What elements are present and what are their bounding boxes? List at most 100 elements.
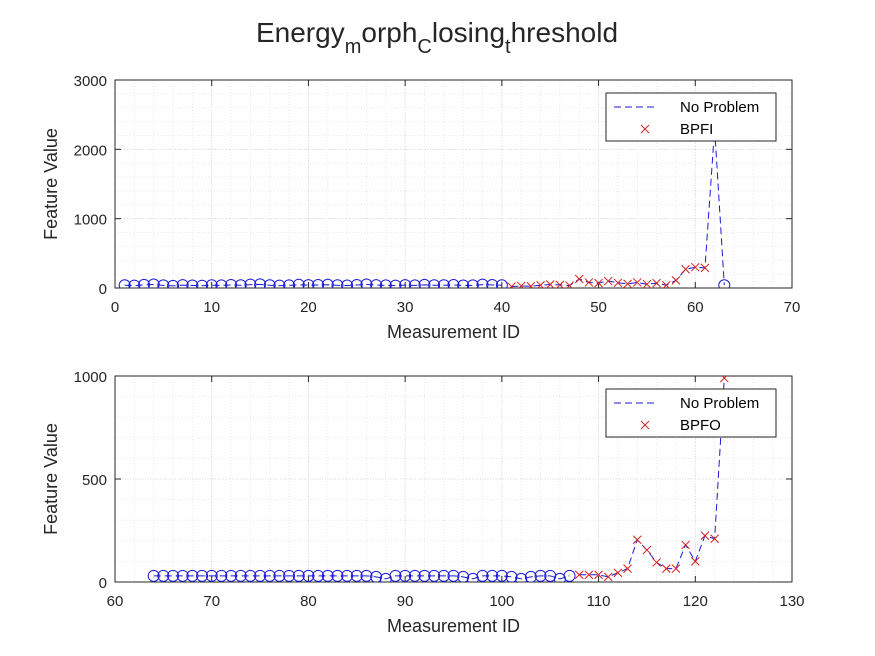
data-point-circle xyxy=(476,569,489,582)
data-point-circle xyxy=(495,569,508,582)
data-point-circle xyxy=(273,279,286,288)
data-point-circle xyxy=(186,279,199,288)
data-point-x xyxy=(574,570,584,580)
x-tick-label: 10 xyxy=(203,299,220,316)
y-axis-label: Feature Value xyxy=(41,128,61,240)
x-marker-stroke xyxy=(566,281,574,288)
legend-label-no-problem: No Problem xyxy=(680,99,759,116)
x-marker-stroke xyxy=(623,279,632,288)
y-tick-label: 2000 xyxy=(74,142,107,159)
x-marker-stroke xyxy=(584,570,594,580)
data-point-x xyxy=(640,124,650,134)
x-marker-stroke xyxy=(690,262,700,272)
data-point-x xyxy=(594,570,603,580)
data-point-x xyxy=(632,535,642,545)
data-point-circle xyxy=(128,279,141,288)
data-point-x xyxy=(555,280,565,288)
x-marker-stroke xyxy=(603,572,613,582)
data-point-circle xyxy=(263,569,276,582)
data-point-circle xyxy=(350,569,363,582)
data-point-x xyxy=(603,276,613,286)
data-point-x xyxy=(681,264,690,274)
y-tick-label: 500 xyxy=(82,472,107,489)
y-axis-label: Feature Value xyxy=(41,423,61,535)
data-point-circle xyxy=(157,569,170,582)
x-marker-stroke xyxy=(671,564,681,573)
data-point-circle xyxy=(234,569,247,582)
x-marker-stroke xyxy=(640,124,650,134)
data-point-x xyxy=(671,276,681,285)
x-tick-label: 0 xyxy=(111,299,119,316)
data-point-x xyxy=(652,278,661,288)
data-point-circle xyxy=(138,278,151,288)
legend-label-no-problem: No Problem xyxy=(680,395,759,412)
data-point-circle xyxy=(718,279,731,288)
y-tick-label: 0 xyxy=(99,281,107,298)
y-tick-label: 1000 xyxy=(74,212,107,229)
data-point-circle xyxy=(283,279,296,288)
legend-label-fault: BPFO xyxy=(680,417,721,434)
data-point-circle xyxy=(244,569,257,582)
x-tick-label: 120 xyxy=(683,593,708,610)
subplot-bpfo: 60 70 80 90 100 110 120 130 0 500 1000 Measurement … xyxy=(41,369,805,636)
data-point-circle xyxy=(399,569,412,582)
x-marker-stroke xyxy=(642,545,652,555)
data-point-circle xyxy=(263,279,276,288)
data-point-circle xyxy=(457,570,470,582)
data-point-x xyxy=(584,278,594,287)
data-point-circle xyxy=(215,279,228,288)
x-tick-label: 70 xyxy=(784,299,801,316)
legend: No Problem BPFO xyxy=(605,388,777,438)
data-point-x xyxy=(613,278,623,288)
data-point-circle xyxy=(447,569,460,582)
data-point-circle xyxy=(486,278,499,288)
x-tick-label: 60 xyxy=(687,299,704,316)
data-point-x xyxy=(516,281,526,288)
data-point-x xyxy=(526,281,536,288)
data-point-circle xyxy=(273,569,286,582)
data-point-circle xyxy=(389,569,402,582)
data-point-circle xyxy=(466,279,479,288)
data-point-circle xyxy=(196,569,209,582)
data-point-circle xyxy=(428,569,441,582)
data-point-circle xyxy=(321,569,334,582)
x-marker-stroke xyxy=(574,570,584,580)
data-point-circle xyxy=(457,279,470,288)
data-point-circle xyxy=(350,278,363,288)
x-marker-stroke xyxy=(594,278,603,288)
data-point-circle xyxy=(312,569,325,582)
chart-title: EnergymorphClosingthreshold xyxy=(256,17,618,58)
data-point-circle xyxy=(370,279,383,288)
data-point-circle xyxy=(157,279,170,288)
y-tick-label: 3000 xyxy=(74,73,107,90)
data-point-x xyxy=(700,531,710,541)
data-point-x xyxy=(661,280,671,288)
data-point-circle xyxy=(389,279,402,288)
x-marker-stroke xyxy=(528,281,536,288)
data-point-circle xyxy=(379,279,392,288)
data-point-x xyxy=(661,564,671,573)
x-marker-stroke xyxy=(613,278,623,288)
x-marker-stroke xyxy=(509,282,516,288)
data-point-x xyxy=(536,280,545,288)
axes-box xyxy=(114,79,793,289)
data-point-circle xyxy=(370,570,383,582)
y-tick-label: 0 xyxy=(99,575,107,592)
x-tick-label: 50 xyxy=(590,299,607,316)
data-point-circle xyxy=(437,569,450,582)
data-point-x xyxy=(594,278,603,288)
x-marker-stroke xyxy=(518,281,526,288)
x-tick-label: 30 xyxy=(397,299,414,316)
series-line xyxy=(579,378,725,578)
x-marker-stroke xyxy=(584,278,594,287)
x-marker-stroke xyxy=(671,276,681,285)
data-point-x xyxy=(574,274,584,284)
x-tick-label: 80 xyxy=(300,593,317,610)
x-axis-label: Measurement ID xyxy=(387,616,520,636)
data-point-x xyxy=(545,280,555,288)
data-point-circle xyxy=(225,569,238,582)
x-tick-label: 110 xyxy=(587,593,611,610)
x-marker-stroke xyxy=(681,264,690,274)
